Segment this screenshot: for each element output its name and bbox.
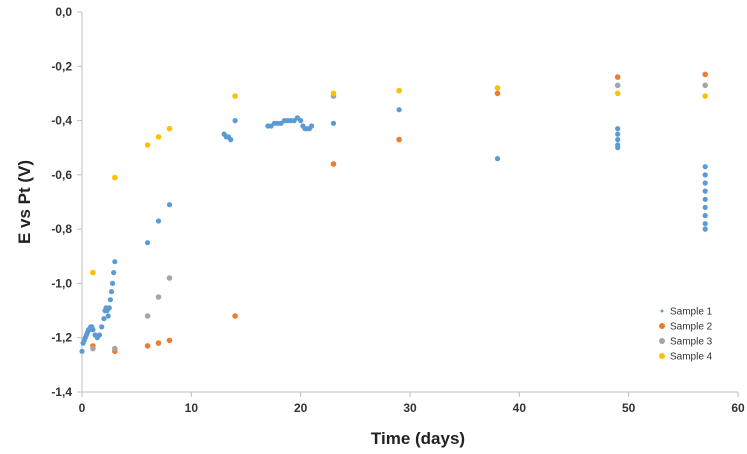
x-tick-label: 40 <box>513 401 527 415</box>
data-point <box>615 126 621 132</box>
data-point <box>615 131 621 137</box>
data-point <box>298 118 304 124</box>
x-tick-label: 30 <box>403 401 417 415</box>
data-point <box>155 340 162 346</box>
data-point <box>702 221 708 227</box>
data-point <box>232 313 238 319</box>
data-point <box>614 82 621 89</box>
legend-marker <box>660 309 664 313</box>
data-point <box>99 324 105 330</box>
data-point <box>702 213 708 219</box>
data-point <box>112 259 118 265</box>
legend: Sample 1 Sample 2 Sample 3 Sample 4 <box>659 307 713 363</box>
data-point <box>110 280 116 286</box>
data-point <box>702 204 708 210</box>
data-point <box>702 172 708 178</box>
x-ticks: 0 10 20 30 40 50 60 <box>79 392 745 415</box>
data-point <box>108 289 115 295</box>
data-point <box>228 137 234 143</box>
data-point <box>615 137 621 143</box>
data-point <box>494 90 501 97</box>
x-tick-label: 50 <box>622 401 636 415</box>
data-point <box>396 136 402 143</box>
data-point <box>90 345 96 352</box>
data-point <box>614 90 621 97</box>
data-point <box>330 120 337 126</box>
legend-label: Sample 1 <box>670 307 713 318</box>
data-point <box>144 343 151 349</box>
data-point <box>702 82 708 89</box>
data-point <box>155 294 162 300</box>
y-tick-label: 0,0 <box>55 5 72 19</box>
y-tick-label: -0,4 <box>51 114 72 128</box>
data-point <box>90 327 96 333</box>
data-point <box>101 316 107 322</box>
data-point <box>144 313 151 319</box>
data-point <box>112 174 118 181</box>
data-point <box>702 188 708 194</box>
legend-label: Sample 3 <box>670 337 713 348</box>
legend-item: Sample 1 <box>660 307 713 318</box>
data-point <box>166 275 173 281</box>
x-axis-title: Time (days) <box>371 429 465 448</box>
legend-marker <box>659 338 665 344</box>
x-tick-label: 10 <box>185 401 199 415</box>
data-point <box>90 269 96 276</box>
x-tick-label: 20 <box>294 401 308 415</box>
data-point <box>166 202 173 208</box>
legend-item: Sample 2 <box>659 322 713 333</box>
data-point <box>79 348 85 354</box>
legend-label: Sample 2 <box>670 322 713 333</box>
x-tick-label: 0 <box>79 401 86 415</box>
data-point <box>396 107 402 113</box>
data-point <box>702 226 708 232</box>
data-point <box>105 313 111 319</box>
data-point <box>330 90 337 97</box>
data-point <box>155 134 162 140</box>
data-point <box>494 85 501 91</box>
legend-marker <box>659 323 665 329</box>
y-tick-label: -0,6 <box>51 168 72 182</box>
y-tick-label: -1,0 <box>51 276 72 290</box>
data-point <box>702 196 708 202</box>
legend-label: Sample 4 <box>670 352 713 363</box>
data-point <box>111 270 117 276</box>
series-1 <box>79 107 708 354</box>
data-point <box>107 297 113 303</box>
legend-marker <box>659 353 665 359</box>
y-axis-title: E vs Pt (V) <box>15 160 34 244</box>
data-point <box>166 337 173 344</box>
data-point <box>615 145 621 151</box>
legend-item: Sample 4 <box>659 352 713 363</box>
data-point <box>614 74 621 80</box>
x-tick-label: 60 <box>731 401 745 415</box>
data-point <box>309 123 315 129</box>
data-point <box>702 93 708 99</box>
data-point <box>702 164 708 170</box>
data-point <box>232 93 238 99</box>
y-tick-label: -0,8 <box>51 222 72 236</box>
y-tick-label: -1,4 <box>51 385 72 399</box>
data-point <box>702 180 708 186</box>
series-4 <box>90 85 708 276</box>
data-point <box>330 161 337 167</box>
data-point <box>232 118 238 124</box>
data-point <box>145 240 151 246</box>
data-point <box>106 305 112 311</box>
data-point <box>494 156 501 162</box>
legend-item: Sample 3 <box>659 337 713 348</box>
data-point <box>112 345 118 352</box>
y-tick-label: -1,2 <box>51 331 72 345</box>
y-ticks: 0,0 -0,2 -0,4 -0,6 -0,8 -1,0 -1,2 -1,4 <box>51 5 82 399</box>
data-marks <box>79 71 708 355</box>
y-tick-label: -0,2 <box>51 59 72 73</box>
data-point <box>155 218 162 224</box>
data-point <box>144 142 151 148</box>
data-point <box>166 125 173 132</box>
data-point <box>96 332 103 338</box>
data-point <box>702 71 708 78</box>
data-point <box>396 87 402 94</box>
